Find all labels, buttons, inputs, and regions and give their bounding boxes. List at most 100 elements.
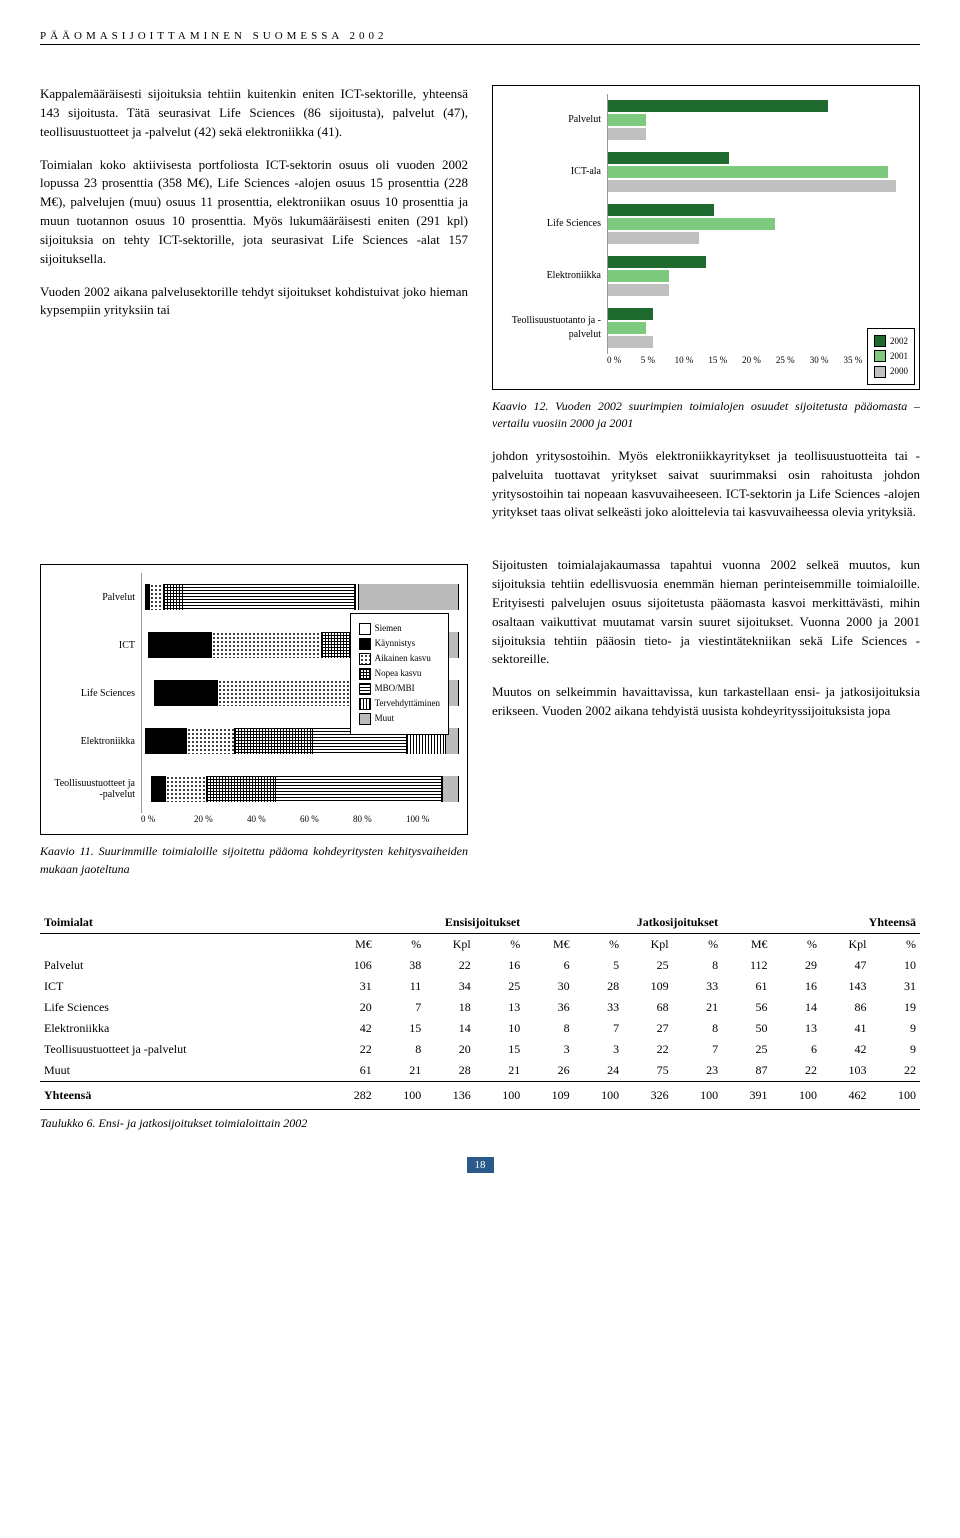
chart12-row: ICT-ala — [501, 146, 911, 198]
paragraph: Toimialan koko aktiivisesta portfoliosta… — [40, 156, 468, 269]
row-label: ICT — [40, 976, 326, 997]
row-label: Life Sciences — [40, 997, 326, 1018]
table-cell: 282 — [326, 1082, 375, 1110]
chart12-x-axis: 0 %5 %10 %15 %20 %25 %30 %35 %40 % — [607, 354, 911, 367]
table-cell: 6 — [524, 955, 573, 976]
table-cell: 462 — [821, 1082, 870, 1110]
top-columns: Kappalemääräisesti sijoituksia tehtiin k… — [40, 85, 920, 536]
table-cell: 8 — [673, 955, 722, 976]
table-cell: 26 — [524, 1060, 573, 1082]
running-header: PÄÄOMASIJOITTAMINEN SUOMESSA 2002 — [40, 30, 920, 42]
table-cell: 22 — [870, 1060, 920, 1082]
table-cell: 112 — [722, 955, 771, 976]
table-cell: 22 — [326, 1039, 375, 1060]
chart12-row: Elektroniikka — [501, 250, 911, 302]
chart11-segment — [146, 728, 187, 754]
table-cell: 42 — [326, 1018, 375, 1039]
chart11-segment — [187, 728, 235, 754]
header-rule-line — [40, 44, 920, 45]
table-cell: 100 — [870, 1082, 920, 1110]
chart11-segment — [443, 776, 460, 802]
table-cell: 7 — [673, 1039, 722, 1060]
chart12-bar — [608, 232, 699, 244]
chart12-bar — [608, 256, 706, 268]
sector-investment-table: Toimialat Ensisijoitukset Jatkosijoituks… — [40, 912, 920, 1110]
axis-tick: 0 % — [607, 354, 641, 367]
table-cell: 24 — [574, 1060, 623, 1082]
chart11-segment — [150, 584, 163, 610]
axis-tick: 20 % — [742, 354, 776, 367]
table-cell: 38 — [376, 955, 425, 976]
table-row: Muut6121282126247523872210322 — [40, 1060, 920, 1082]
table-caption: Taulukko 6. Ensi- ja jatkosijoitukset to… — [40, 1116, 920, 1131]
chart11-row: Teollisuustuotteet ja -palvelut — [49, 765, 459, 813]
table-cell: 15 — [475, 1039, 524, 1060]
table-cell: 9 — [870, 1018, 920, 1039]
col-group: Ensisijoitukset — [326, 912, 524, 934]
table-subheader: % — [673, 934, 722, 956]
axis-tick: 10 % — [675, 354, 709, 367]
table-subheader: M€ — [722, 934, 771, 956]
chart12-bar — [608, 284, 669, 296]
table-cell: 8 — [524, 1018, 573, 1039]
table-subheader: M€ — [326, 934, 375, 956]
table-subheader: % — [376, 934, 425, 956]
axis-tick: 15 % — [708, 354, 742, 367]
table-cell: 47 — [821, 955, 870, 976]
table-subheader: % — [870, 934, 920, 956]
legend-label: Aikainen kasvu — [375, 652, 431, 665]
table-cell: 33 — [673, 976, 722, 997]
mid-columns: PalvelutICTLife SciencesElektroniikkaTeo… — [40, 556, 920, 892]
chart11-category-label: ICT — [49, 640, 141, 651]
chart11-segment — [207, 776, 276, 802]
table-cell: 86 — [821, 997, 870, 1018]
row-label: Teollisuustuotteet ja -palvelut — [40, 1039, 326, 1060]
chart11-segment — [155, 680, 218, 706]
table-cell: 14 — [772, 997, 821, 1018]
table-cell: 13 — [772, 1018, 821, 1039]
table-row: Life Sciences20718133633682156148619 — [40, 997, 920, 1018]
table-cell: 22 — [425, 955, 474, 976]
chart11-x-axis: 0 %20 %40 %60 %80 %100 % — [141, 813, 459, 826]
chart12-row: Teollisuustuotanto ja -palvelut — [501, 302, 911, 354]
table-cell: 68 — [623, 997, 672, 1018]
table-cell: 41 — [821, 1018, 870, 1039]
table-cell: 30 — [524, 976, 573, 997]
table-cell: 143 — [821, 976, 870, 997]
table-cell: 31 — [870, 976, 920, 997]
chart12-caption: Kaavio 12. Vuoden 2002 suurimpien toimia… — [492, 398, 920, 433]
paragraph: Sijoitusten toimialajakaumassa tapahtui … — [492, 556, 920, 669]
table-subheader: Kpl — [821, 934, 870, 956]
axis-tick: 5 % — [641, 354, 675, 367]
table-cell: 16 — [475, 955, 524, 976]
chart11-segment — [359, 584, 459, 610]
chart11-stacked-bar — [142, 776, 459, 802]
table-cell: 29 — [772, 955, 821, 976]
col-group: Jatkosijoitukset — [524, 912, 722, 934]
chart12-bar — [608, 166, 888, 178]
legend-label: Käynnistys — [375, 637, 416, 650]
table-subheader: M€ — [524, 934, 573, 956]
table-subheader: Kpl — [425, 934, 474, 956]
table-cell: 25 — [623, 955, 672, 976]
row-label: Palvelut — [40, 955, 326, 976]
table-cell: 136 — [425, 1082, 474, 1110]
chart11-stacked-bar — [142, 584, 459, 610]
chart11-segment — [142, 680, 155, 706]
table-cell: 13 — [475, 997, 524, 1018]
left-column-2: PalvelutICTLife SciencesElektroniikkaTeo… — [40, 556, 468, 892]
legend-label: 2002 — [890, 335, 908, 348]
table-row: Palvelut10638221665258112294710 — [40, 955, 920, 976]
chart11-segment — [166, 776, 207, 802]
table-cell: 18 — [425, 997, 474, 1018]
chart12-category-label: Teollisuustuotanto ja -palvelut — [501, 314, 607, 343]
table-cell: 7 — [376, 997, 425, 1018]
chart12-row: Palvelut — [501, 94, 911, 146]
table-cell: 5 — [574, 955, 623, 976]
chart12-bar — [608, 100, 828, 112]
table-cell: 19 — [870, 997, 920, 1018]
table-cell: 7 — [574, 1018, 623, 1039]
table-cell: 31 — [326, 976, 375, 997]
left-column: Kappalemääräisesti sijoituksia tehtiin k… — [40, 85, 468, 536]
table-cell: 61 — [326, 1060, 375, 1082]
